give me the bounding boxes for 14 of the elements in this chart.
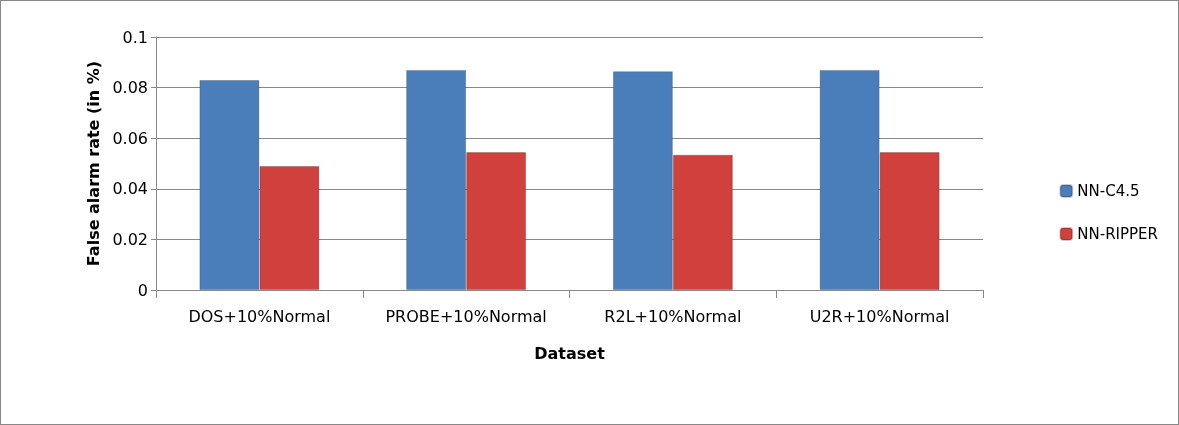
x-axis-title: Dataset xyxy=(534,343,606,363)
y-tick-label: 0 xyxy=(137,280,148,300)
y-tick-label: 0.06 xyxy=(112,128,148,148)
legend-label: NN-C4.5 xyxy=(1077,182,1140,200)
x-tick-label: U2R+10%Normal xyxy=(809,306,950,326)
y-tick-label: 0.02 xyxy=(112,229,148,249)
x-tick-label: R2L+10%Normal xyxy=(604,306,742,326)
y-axis-title: False alarm rate (in %) xyxy=(83,60,103,267)
y-tick-label: 0.1 xyxy=(122,27,148,47)
x-tick-label: DOS+10%Normal xyxy=(188,306,331,326)
y-tick-label: 0.08 xyxy=(112,78,148,98)
x-tick-label: PROBE+10%Normal xyxy=(385,306,547,326)
legend-label: NN-RIPPER xyxy=(1077,225,1159,243)
y-tick-label: 0.04 xyxy=(112,179,148,199)
